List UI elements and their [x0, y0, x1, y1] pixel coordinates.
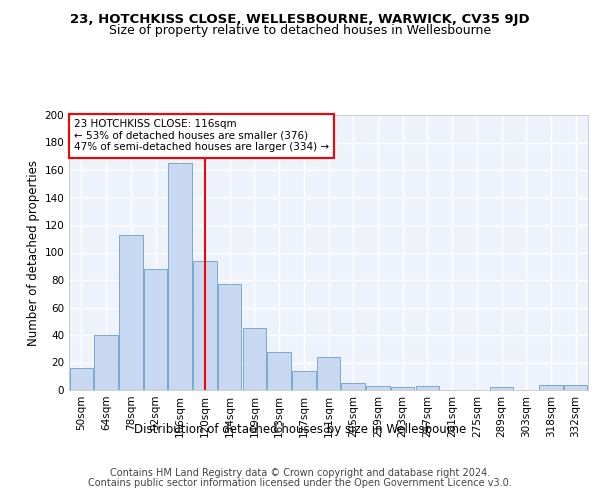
- Bar: [70, 368, 93, 390]
- Bar: [564, 384, 587, 390]
- Bar: [169, 163, 192, 390]
- Bar: [144, 269, 167, 390]
- Bar: [218, 284, 241, 390]
- Bar: [391, 387, 415, 390]
- Text: Contains HM Land Registry data © Crown copyright and database right 2024.: Contains HM Land Registry data © Crown c…: [110, 468, 490, 477]
- Text: 23 HOTCHKISS CLOSE: 116sqm
← 53% of detached houses are smaller (376)
47% of sem: 23 HOTCHKISS CLOSE: 116sqm ← 53% of deta…: [74, 119, 329, 152]
- Bar: [292, 371, 316, 390]
- Y-axis label: Number of detached properties: Number of detached properties: [27, 160, 40, 346]
- Text: Size of property relative to detached houses in Wellesbourne: Size of property relative to detached ho…: [109, 24, 491, 37]
- Text: Contains public sector information licensed under the Open Government Licence v3: Contains public sector information licen…: [88, 478, 512, 488]
- Text: Distribution of detached houses by size in Wellesbourne: Distribution of detached houses by size …: [134, 422, 466, 436]
- Bar: [268, 352, 291, 390]
- Bar: [193, 261, 217, 390]
- Bar: [539, 384, 563, 390]
- Bar: [490, 387, 513, 390]
- Bar: [94, 335, 118, 390]
- Bar: [341, 383, 365, 390]
- Bar: [366, 386, 389, 390]
- Bar: [317, 357, 340, 390]
- Text: 23, HOTCHKISS CLOSE, WELLESBOURNE, WARWICK, CV35 9JD: 23, HOTCHKISS CLOSE, WELLESBOURNE, WARWI…: [70, 12, 530, 26]
- Bar: [119, 234, 143, 390]
- Bar: [416, 386, 439, 390]
- Bar: [242, 328, 266, 390]
